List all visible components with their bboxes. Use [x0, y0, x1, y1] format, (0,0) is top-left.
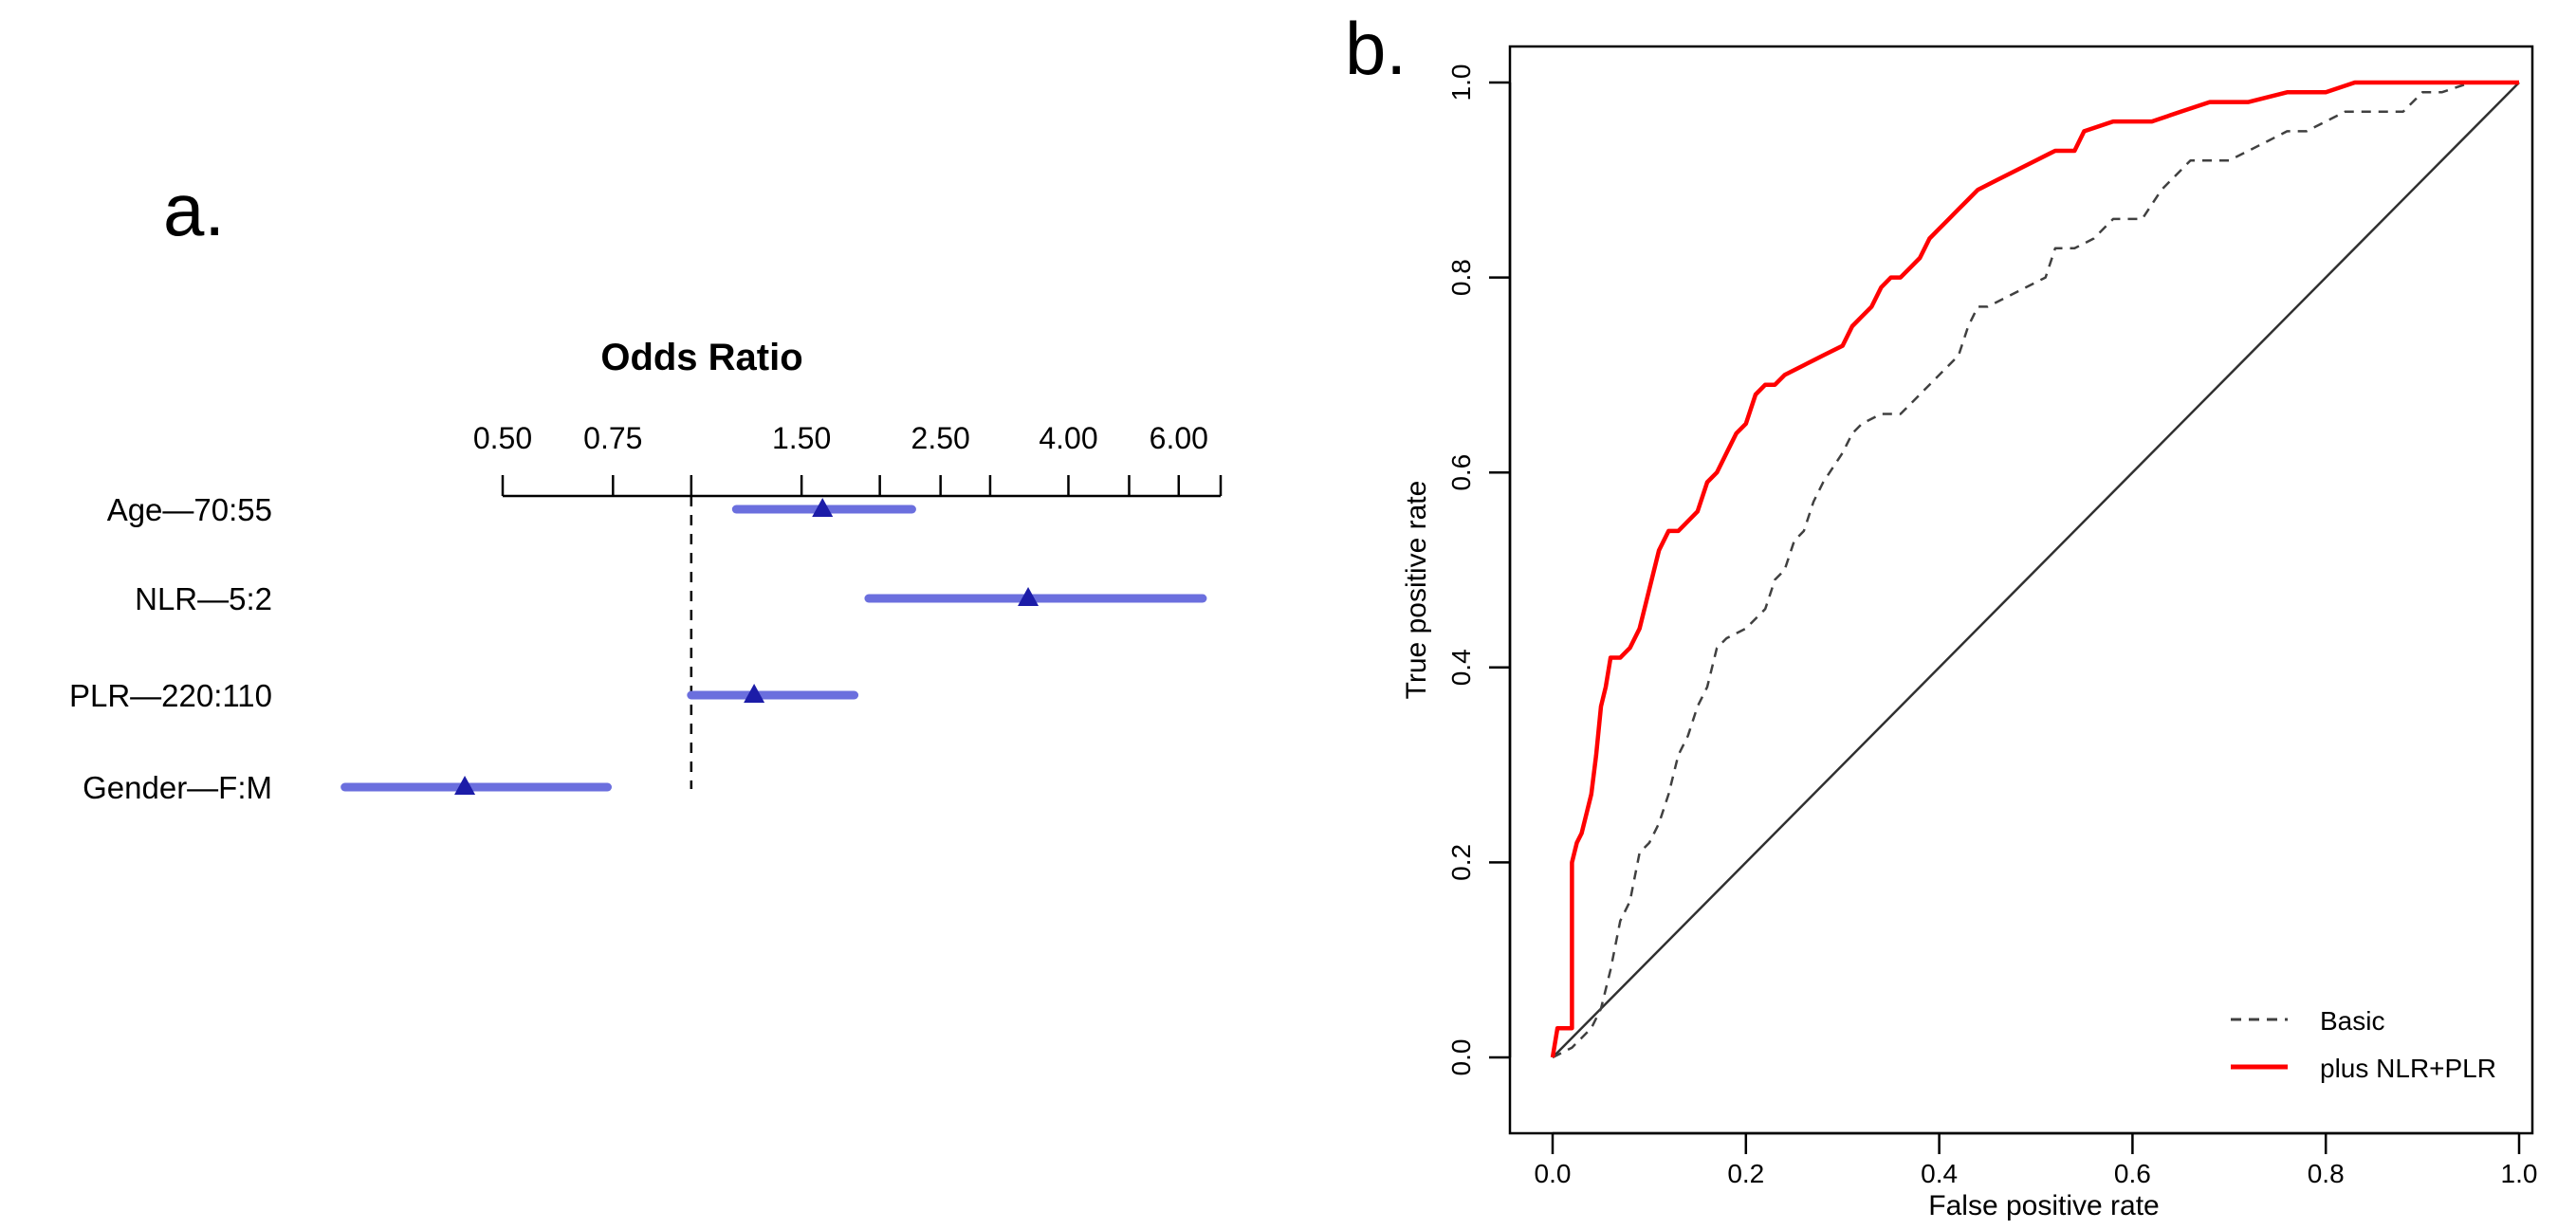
- legend-label-basic: Basic: [2320, 1006, 2384, 1036]
- forest-tick-label: 4.00: [1039, 421, 1097, 455]
- roc-y-tick-label: 1.0: [1446, 64, 1476, 101]
- roc-y-tick-label: 0.8: [1446, 259, 1476, 296]
- roc-x-axis-label: False positive rate: [1928, 1190, 2159, 1221]
- roc-legend: Basic plus NLR+PLR: [2231, 1006, 2496, 1083]
- forest-row-label: Age—70:55: [107, 492, 272, 527]
- forest-axis: 0.50 0.75 1.50 2.50 4.00 6.00: [473, 421, 1223, 789]
- roc-y-axis: 0.0 0.2 0.4 0.6 0.8 1.0: [1446, 64, 1512, 1076]
- roc-reference-diagonal: [1552, 82, 2520, 1058]
- roc-x-tick-label: 0.2: [1727, 1159, 1764, 1188]
- roc-series: [1550, 80, 2520, 1059]
- forest-row: NLR—5:2: [135, 581, 1207, 616]
- forest-rows: Age—70:55 NLR—5:2 PLR—220:110 Gender—F:M: [69, 492, 1207, 805]
- roc-x-tick-label: 0.4: [1921, 1159, 1958, 1188]
- forest-point-marker: [454, 776, 476, 795]
- forest-plot: Odds Ratio 0.50 0.75 1.50 2.50 4.00 6.00 Age—…: [69, 337, 1223, 805]
- forest-row-label: NLR—5:2: [135, 581, 272, 616]
- panel-a-label: a.: [163, 168, 225, 251]
- roc-series-basic: [1552, 81, 2519, 1059]
- roc-x-tick-label: 0.0: [1535, 1159, 1572, 1188]
- forest-row: Gender—F:M: [83, 770, 613, 805]
- roc-plot-frame: [1508, 45, 2534, 1135]
- legend-label-plus-nlr-plr: plus NLR+PLR: [2320, 1054, 2496, 1083]
- forest-row-label: Gender—F:M: [83, 770, 272, 805]
- roc-y-tick-label: 0.6: [1446, 454, 1476, 491]
- forest-tick-label: 0.75: [583, 421, 642, 455]
- roc-series-plus-nlr-plr: [1550, 80, 2519, 1058]
- forest-point-marker: [1018, 587, 1040, 606]
- panel-b-label: b.: [1345, 7, 1407, 90]
- roc-y-tick-label: 0.2: [1446, 844, 1476, 881]
- forest-row: Age—70:55: [107, 492, 916, 527]
- forest-tick-label: 6.00: [1150, 421, 1208, 455]
- roc-x-tick-label: 0.6: [2114, 1159, 2151, 1188]
- roc-y-axis-label: True positive rate: [1401, 481, 1432, 700]
- roc-y-tick-label: 0.0: [1446, 1039, 1476, 1076]
- roc-y-tick-label: 0.4: [1446, 649, 1476, 686]
- forest-point-marker: [812, 498, 834, 517]
- forest-point-marker: [744, 684, 765, 703]
- roc-x-axis: 0.0 0.2 0.4 0.6 0.8 1.0: [1535, 1131, 2538, 1188]
- roc-x-tick-label: 0.8: [2308, 1159, 2345, 1188]
- forest-row-label: PLR—220:110: [69, 678, 272, 713]
- roc-x-tick-label: 1.0: [2501, 1159, 2538, 1188]
- forest-tick-label: 2.50: [911, 421, 970, 455]
- forest-row: PLR—220:110: [69, 678, 859, 713]
- forest-tick-label: 1.50: [772, 421, 831, 455]
- roc-plot: 0.0 0.2 0.4 0.6 0.8 1.0 0.0 0.2 0.4 0.6 0.8 1.0 Fa…: [1401, 45, 2538, 1221]
- forest-tick-label: 0.50: [473, 421, 532, 455]
- forest-title: Odds Ratio: [600, 337, 802, 378]
